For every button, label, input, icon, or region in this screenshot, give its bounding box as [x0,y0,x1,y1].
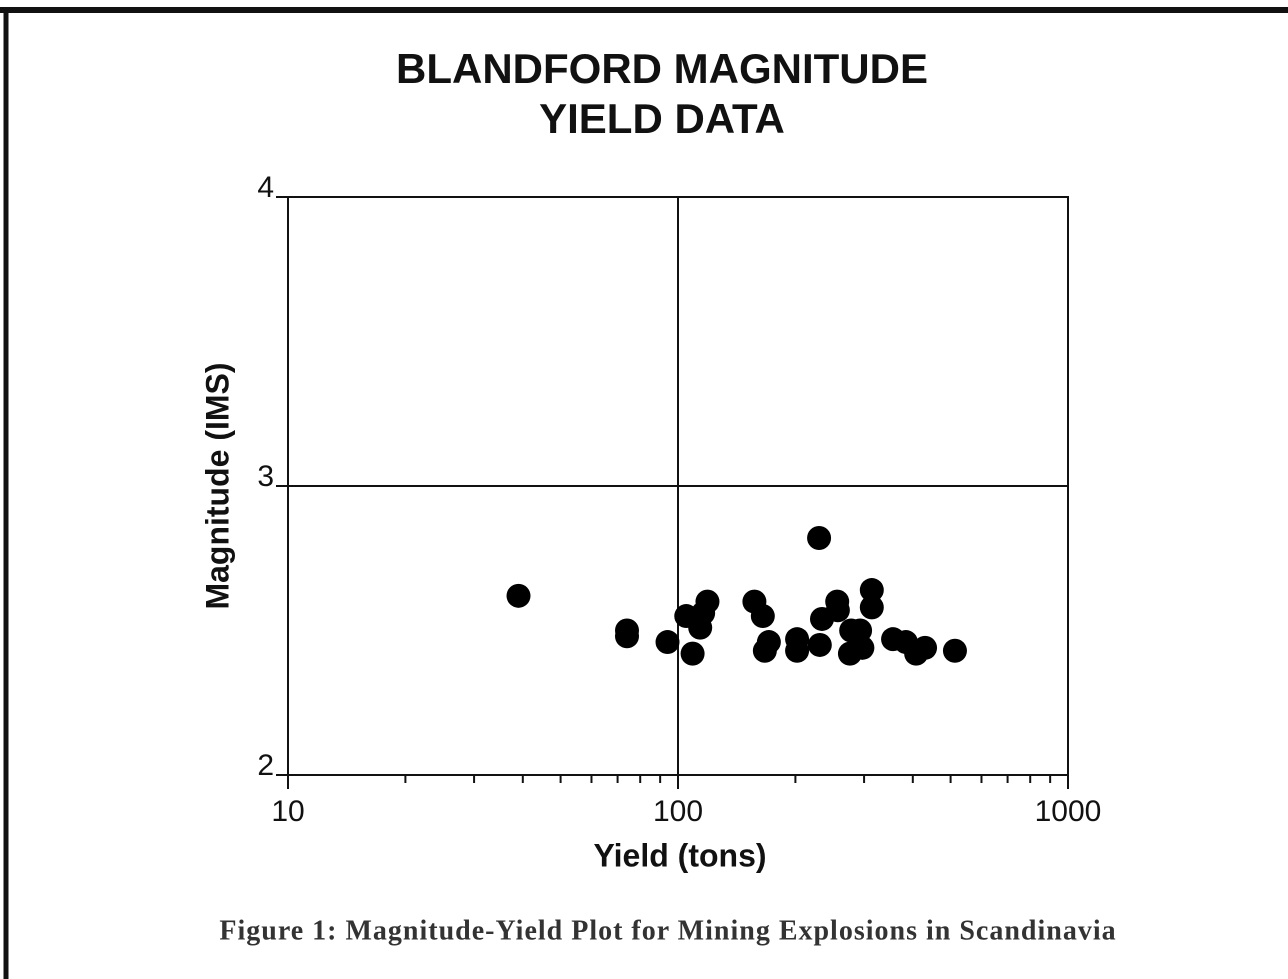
y-tick-label: 3 [257,460,274,493]
point [655,630,680,655]
point [680,641,705,666]
point [850,635,875,660]
point [615,624,640,649]
x-tick-label: 1000 [1035,795,1102,828]
point [756,630,781,655]
point [785,638,810,663]
point [825,598,850,623]
point [859,595,884,620]
chart-title: BLANDFORD MAGNITUDE [396,45,928,92]
x-axis-label: Yield (tons) [593,837,766,873]
point [750,604,775,629]
point [859,578,884,603]
y-tick-label: 4 [257,171,274,204]
point [506,583,531,608]
chart-title: YIELD DATA [539,95,785,142]
point [807,632,832,657]
point [807,526,832,551]
x-tick-label: 10 [271,795,304,828]
point [695,589,720,614]
y-tick-label: 2 [257,749,274,782]
caption: Figure 1: Magnitude-Yield Plot for Minin… [219,915,1116,946]
x-tick-label: 100 [653,795,703,828]
point [942,638,967,663]
y-axis-label: Magnitude (IMS) [199,362,235,609]
point [913,635,938,660]
